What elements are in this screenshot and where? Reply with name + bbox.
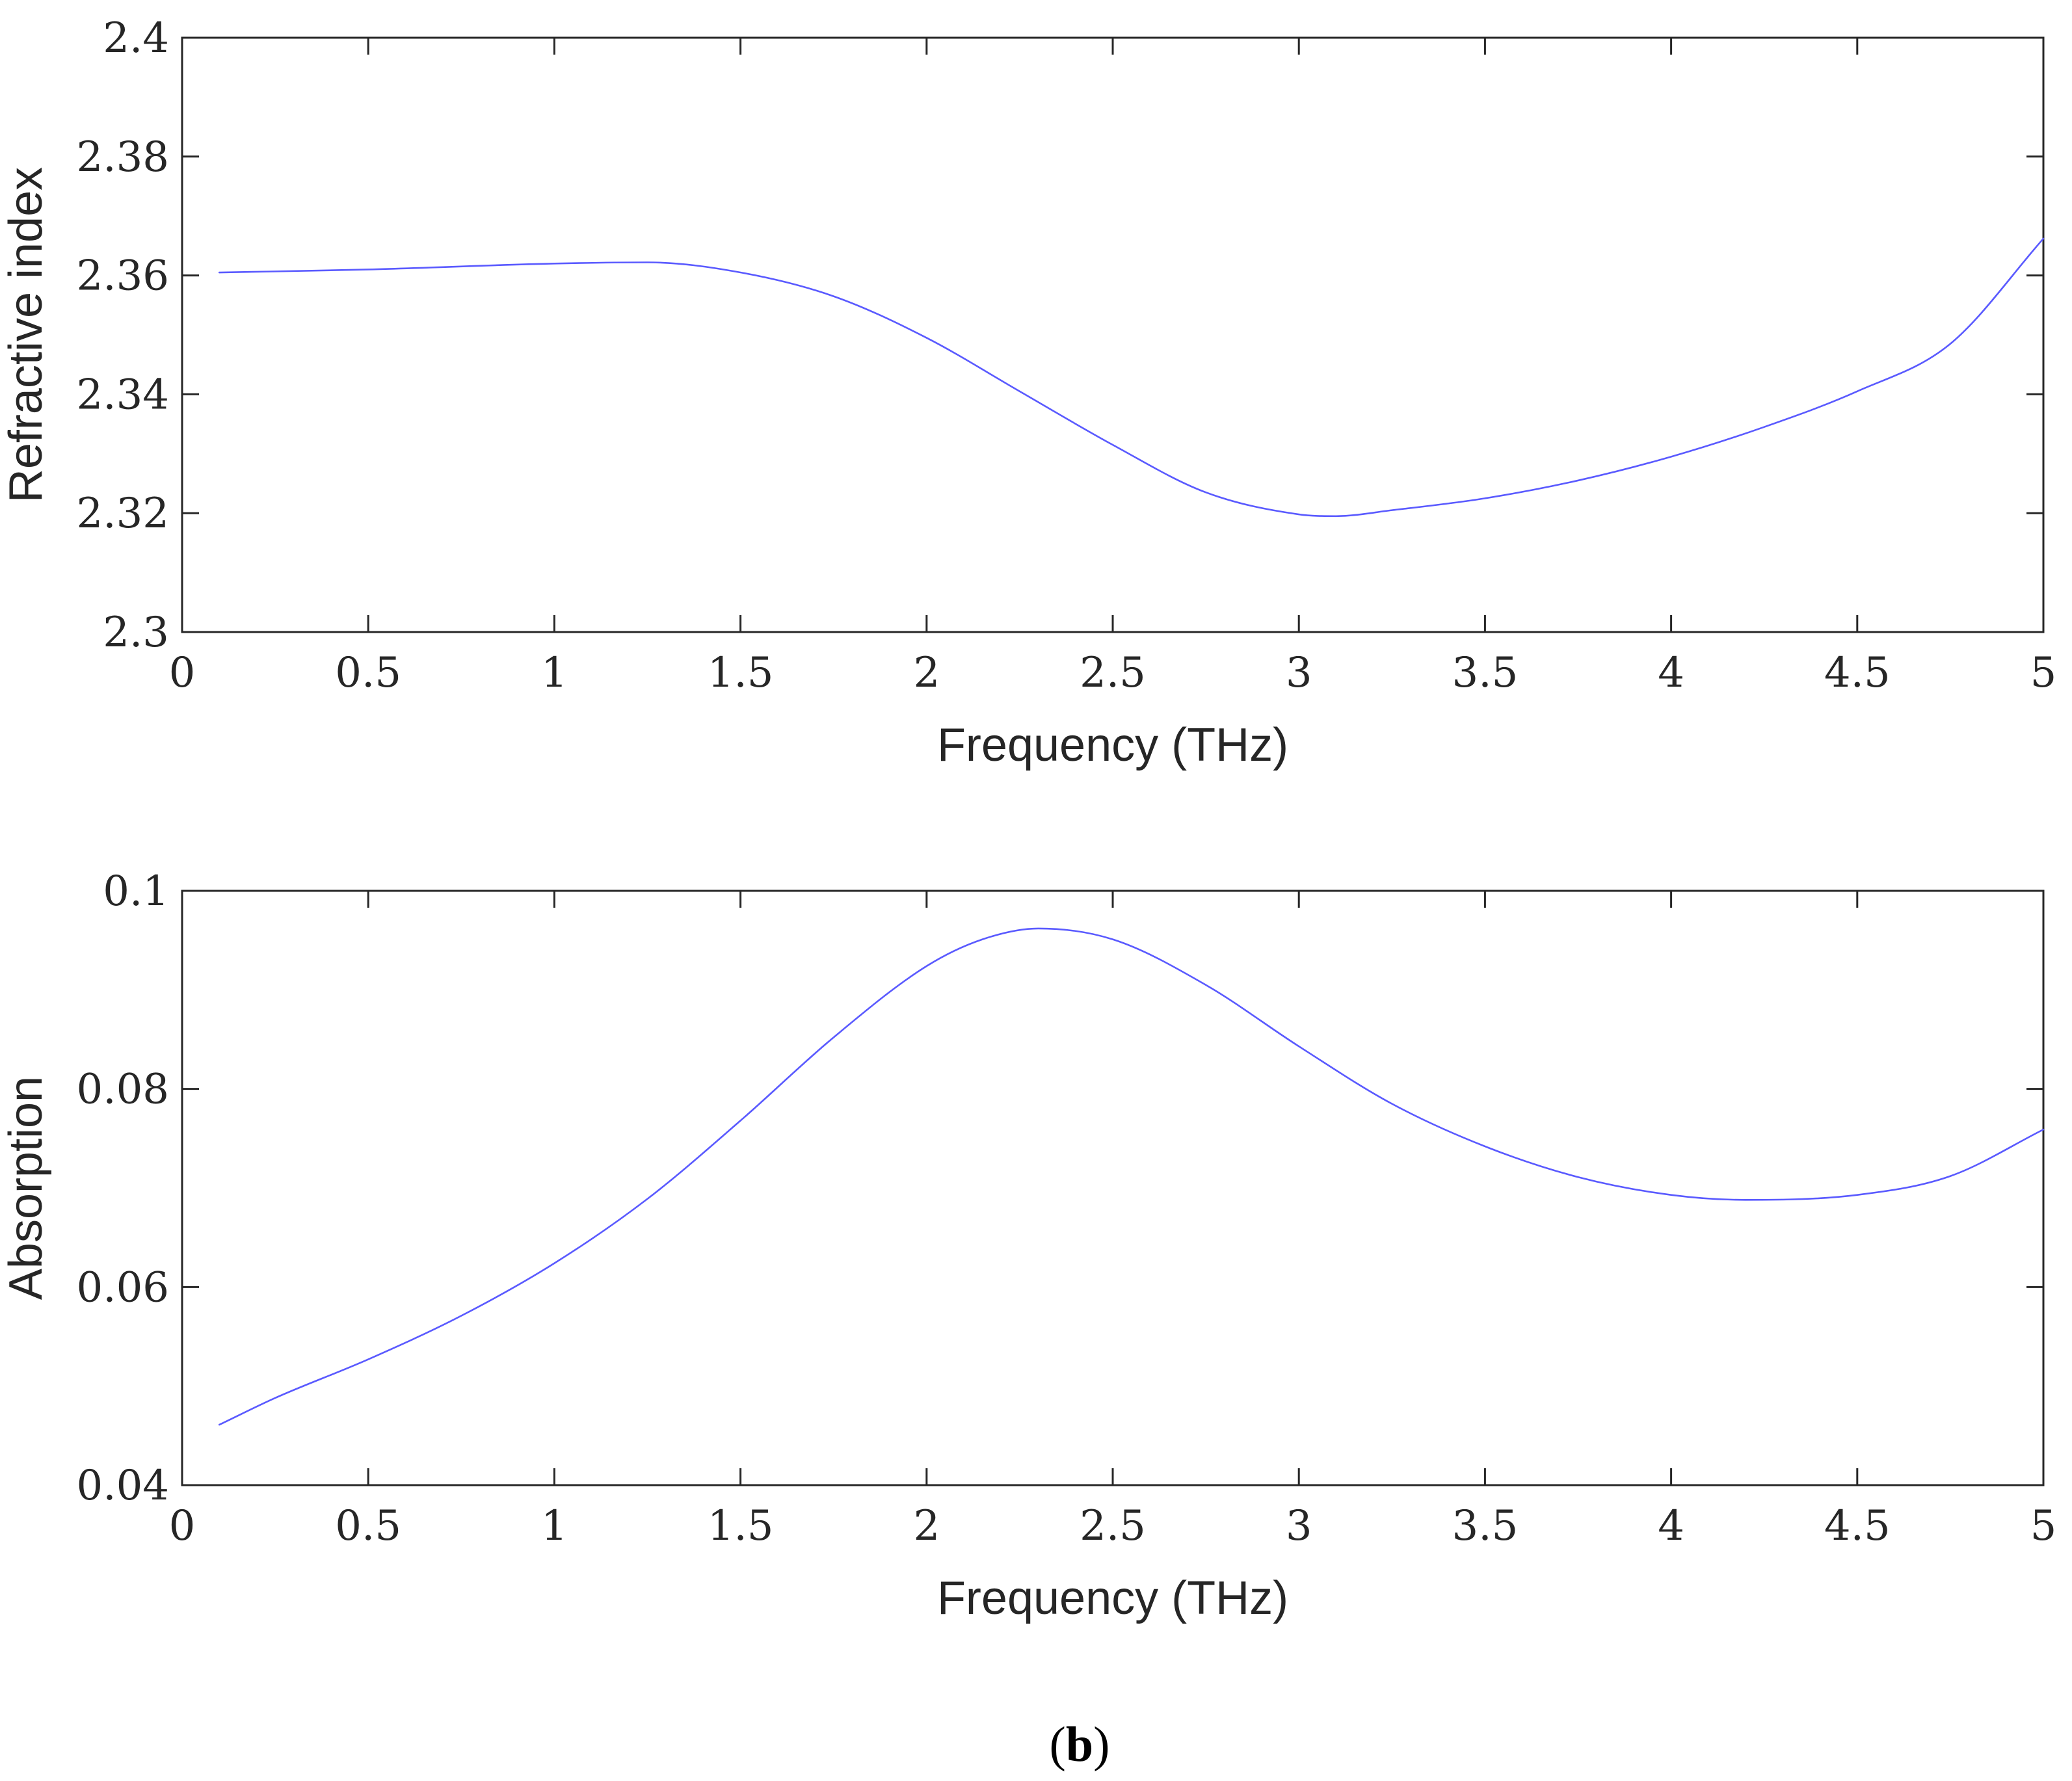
series-line xyxy=(218,237,2045,518)
y-tick-label: 2.38 xyxy=(77,133,170,181)
x-axis-label: Frequency (THz) xyxy=(937,719,1288,771)
y-tick-label: 2.3 xyxy=(103,609,169,657)
x-tick-label: 1.5 xyxy=(708,1502,774,1550)
x-tick-label: 3 xyxy=(1286,1502,1312,1550)
x-tick-label: 2.5 xyxy=(1080,649,1146,697)
x-axis-label: Frequency (THz) xyxy=(937,1572,1288,1624)
x-tick-label: 4.5 xyxy=(1824,1502,1891,1550)
x-tick-label: 2.5 xyxy=(1080,1502,1146,1550)
y-tick-label: 0.1 xyxy=(103,867,169,916)
caption-open-paren: ( xyxy=(1050,1717,1066,1772)
y-tick-label: 2.34 xyxy=(77,371,170,419)
series-line xyxy=(218,927,2045,1426)
x-tick-label: 3 xyxy=(1286,649,1312,697)
y-tick-label: 2.4 xyxy=(103,14,169,62)
y-tick-label: 0.04 xyxy=(77,1462,170,1510)
x-tick-label: 0 xyxy=(169,649,196,697)
x-tick-label: 3.5 xyxy=(1452,1502,1519,1550)
x-tick-label: 0 xyxy=(169,1502,196,1550)
caption-label: (b) xyxy=(1050,1717,1110,1772)
x-tick-label: 2 xyxy=(913,649,940,697)
x-tick-label: 1.5 xyxy=(708,649,774,697)
x-tick-label: 1 xyxy=(541,649,568,697)
y-tick-label: 0.06 xyxy=(77,1263,170,1312)
x-tick-label: 1 xyxy=(541,1502,568,1550)
x-tick-label: 0.5 xyxy=(335,1502,401,1550)
y-axis-label: Absorption xyxy=(0,1076,52,1300)
y-axis-label: Refractive index xyxy=(0,167,52,503)
x-tick-label: 2 xyxy=(913,1502,940,1550)
y-tick-label: 2.36 xyxy=(77,252,170,300)
caption-letter: b xyxy=(1066,1717,1093,1772)
x-tick-label: 4 xyxy=(1658,1502,1684,1550)
x-tick-label: 5 xyxy=(2030,1502,2057,1550)
x-tick-label: 5 xyxy=(2030,649,2057,697)
x-tick-label: 3.5 xyxy=(1452,649,1519,697)
refractive-index-chart: 0 0.5 1 1.5 2 2.5 3 3.5 4 4.5 5 2.3 2.32 2.34 2.36 2.38… xyxy=(0,14,2056,771)
y-tick-label: 2.32 xyxy=(77,490,170,538)
x-tick-label: 0.5 xyxy=(335,649,401,697)
x-tick-label: 4.5 xyxy=(1824,649,1891,697)
absorption-chart: 0 0.5 1 1.5 2 2.5 3 3.5 4 4.5 5 0.04 0.06 0.08 0.1 Freq… xyxy=(0,867,2056,1624)
caption-close-paren: ) xyxy=(1093,1717,1109,1772)
y-tick-label: 0.08 xyxy=(77,1066,170,1114)
figure-caption: (b) xyxy=(1050,1717,1110,1772)
x-tick-label: 4 xyxy=(1658,649,1684,697)
